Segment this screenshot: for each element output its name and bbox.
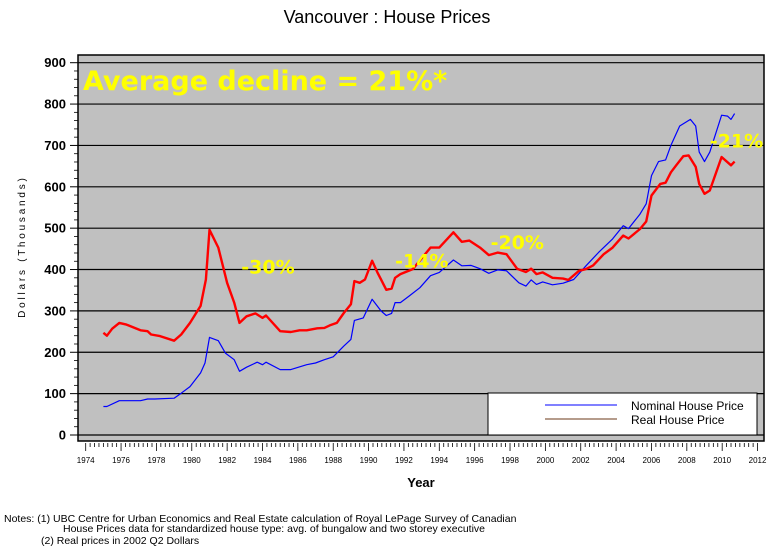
annotation-decline: -30% xyxy=(241,257,294,279)
x-tick-label: 1982 xyxy=(218,456,236,465)
annotations: Average decline = 21%* -30% -14% -20% -21% xyxy=(83,66,763,279)
y-tick-label: 200 xyxy=(44,345,66,360)
series-line-nominal-house-price xyxy=(103,113,736,408)
x-tick-label: 1994 xyxy=(430,456,448,465)
legend-label-real: Real House Price xyxy=(631,413,725,427)
x-tick-label: 2010 xyxy=(713,456,731,465)
y-tick-label: 0 xyxy=(59,428,66,443)
x-tick-label: 1990 xyxy=(360,456,378,465)
series-line-real-house-price xyxy=(102,154,736,342)
series-lines xyxy=(102,113,736,408)
x-tick-label: 2008 xyxy=(678,456,696,465)
y-tick-label: 900 xyxy=(44,55,66,70)
x-tick-label: 1974 xyxy=(77,456,95,465)
x-tick-label: 1998 xyxy=(501,456,519,465)
x-tick-label: 2006 xyxy=(643,456,661,465)
legend-label-nominal: Nominal House Price xyxy=(631,399,744,413)
x-tick-label: 1976 xyxy=(112,456,130,465)
x-tick-label: 1992 xyxy=(395,456,413,465)
y-tick-label: 500 xyxy=(44,221,66,236)
x-tick-label: 2004 xyxy=(607,456,625,465)
chart-title: Vancouver : House Prices xyxy=(284,7,491,27)
note-line-2: House Prices data for standardized house… xyxy=(63,523,485,535)
x-tick-label: 1988 xyxy=(324,456,342,465)
gridlines xyxy=(78,62,764,436)
x-tick-label: 2012 xyxy=(749,456,767,465)
x-tick-label: 2000 xyxy=(536,456,554,465)
y-tick-label: 600 xyxy=(44,179,66,194)
x-tick-label: 1978 xyxy=(148,456,166,465)
x-axis: 1974 1976 1978 1980 1982 1984 1986 1988 1990 1992… xyxy=(77,443,767,465)
annotation-decline: -21% xyxy=(710,131,763,153)
y-tick-label: 100 xyxy=(44,386,66,401)
annotation-decline: -14% xyxy=(395,250,448,272)
note-line-1: Notes: (1) UBC Centre for Urban Economic… xyxy=(4,513,517,525)
legend: Nominal House Price Real House Price xyxy=(487,392,758,436)
x-axis-label: Year xyxy=(407,475,434,490)
plot-area xyxy=(77,54,765,442)
x-tick-label: 1986 xyxy=(289,456,307,465)
y-tick-label: 800 xyxy=(44,97,66,112)
annotation-average-decline: Average decline = 21%* xyxy=(83,66,447,97)
x-tick-label: 2002 xyxy=(572,456,590,465)
note-line-3: (2) Real prices in 2002 Q2 Dollars xyxy=(41,535,199,547)
x-tick-label: 1980 xyxy=(183,456,201,465)
y-tick-label: 400 xyxy=(44,262,66,277)
annotation-decline: -20% xyxy=(491,232,544,254)
y-tick-label: 700 xyxy=(44,138,66,153)
y-axis: 0 100 200 300 400 500 600 700 800 900 xyxy=(44,55,78,443)
x-tick-label: 1984 xyxy=(254,456,272,465)
y-tick-label: 300 xyxy=(44,303,66,318)
x-tick-label: 1996 xyxy=(466,456,484,465)
y-axis-label: D o l l a r s ( T h o u s a n d s ) xyxy=(17,178,28,318)
